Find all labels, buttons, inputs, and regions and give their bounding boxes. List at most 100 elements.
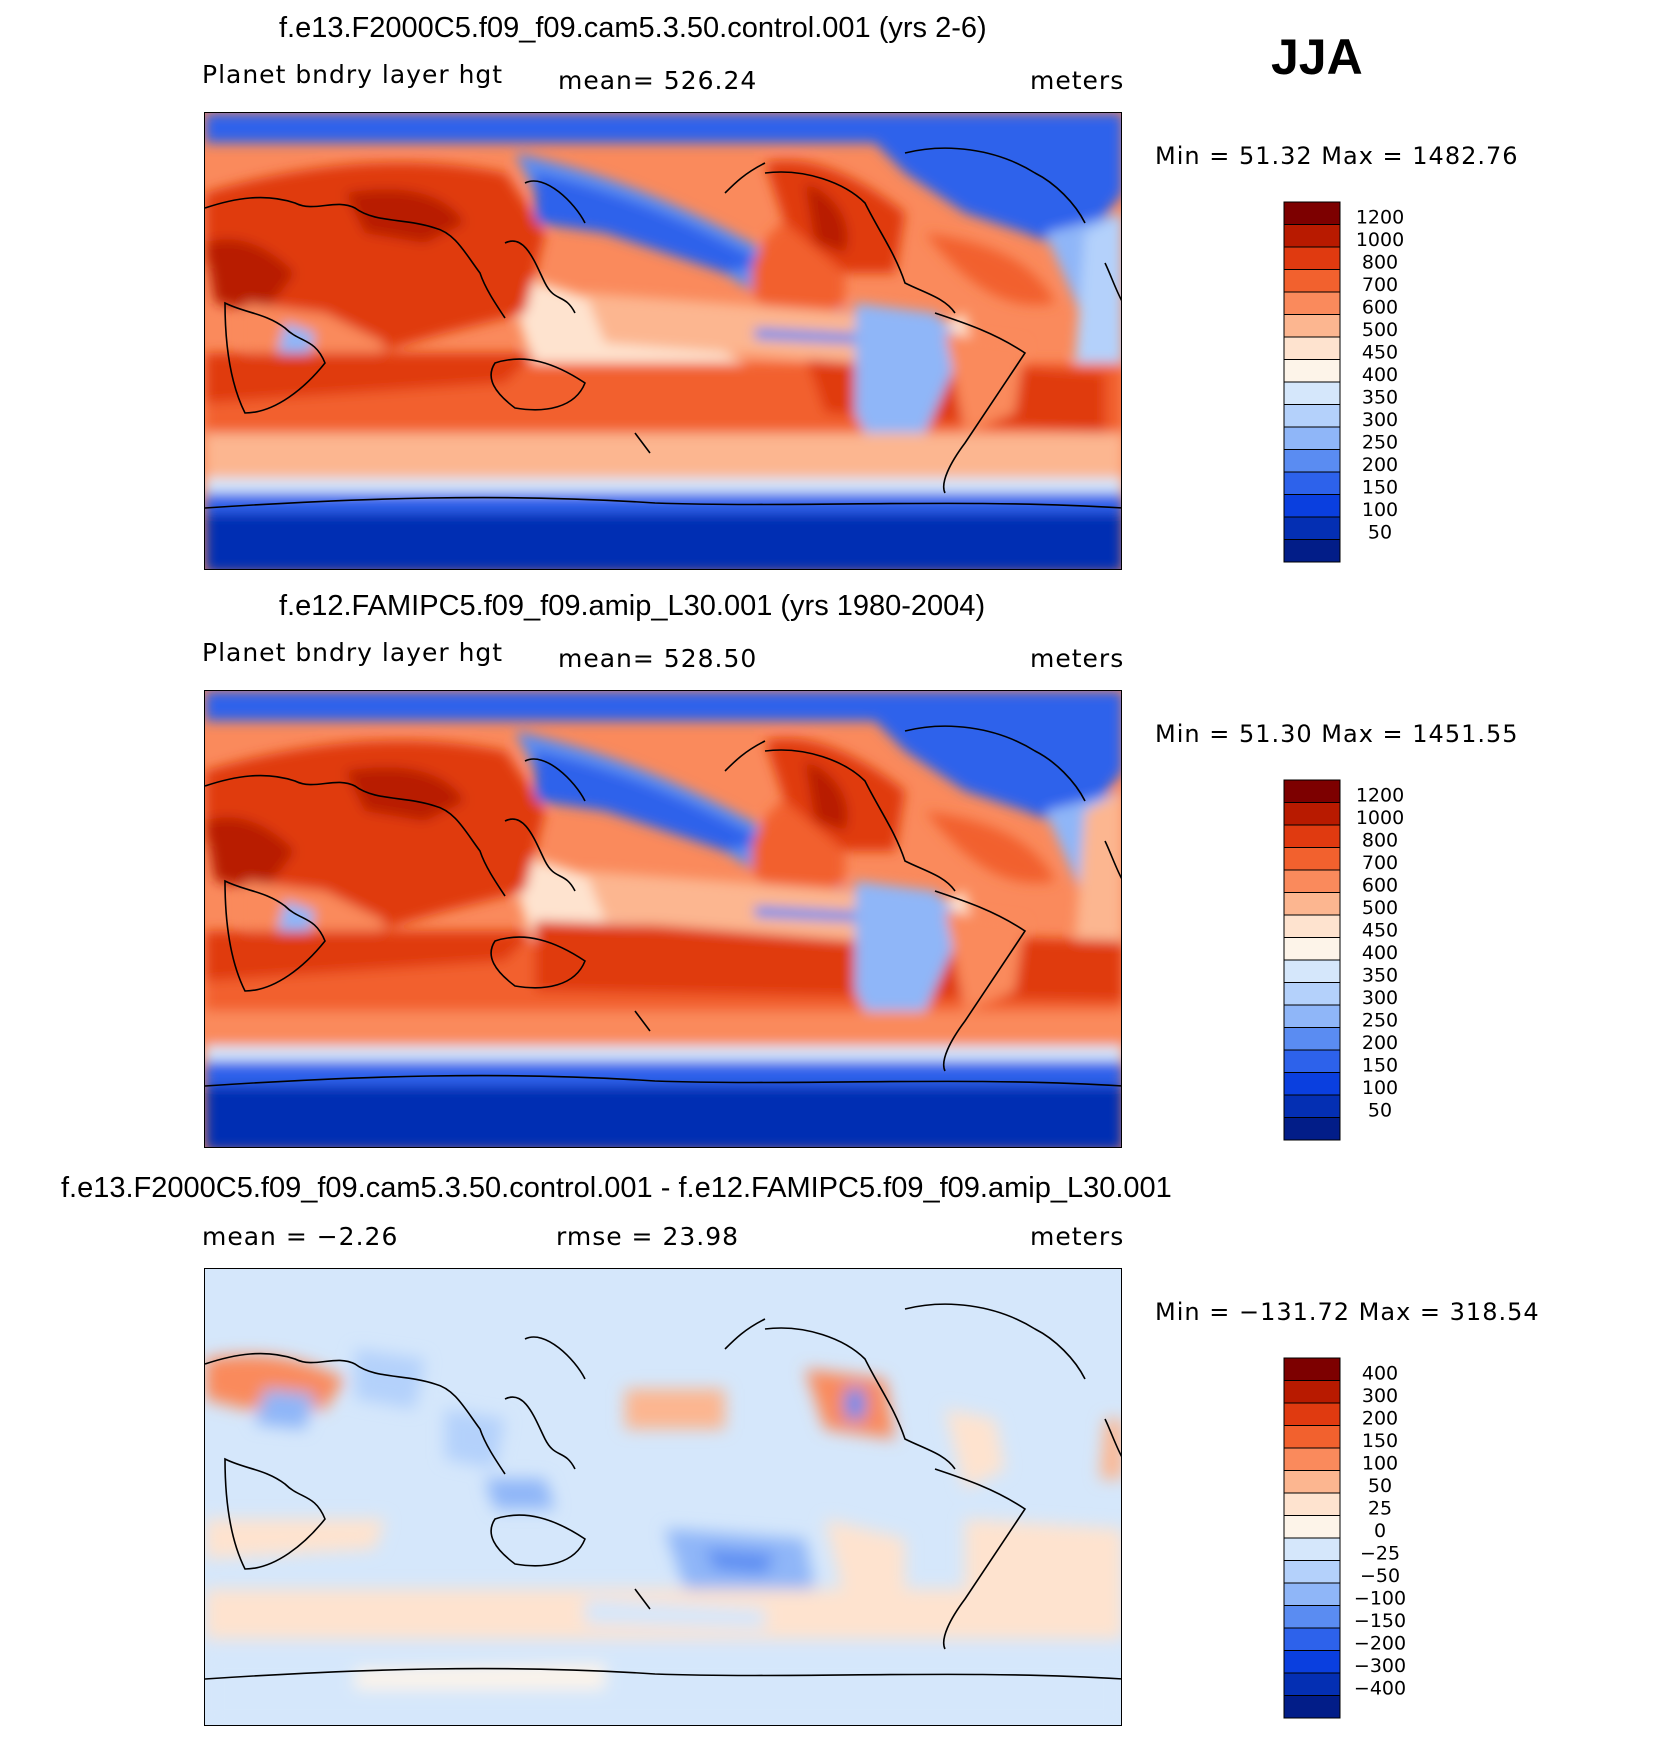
colorbar-tick-label: 50 [1368,521,1392,543]
colorbar-tick-label: 100 [1362,499,1398,521]
colorbar-tick-label: 300 [1362,987,1398,1009]
colorbar-swatch [1283,1049,1341,1073]
colorbar-swatch [1283,892,1341,916]
colorbar-tick-label: 250 [1362,431,1398,453]
colorbar-tick-label: 300 [1362,1385,1398,1407]
colorbar-swatch [1283,824,1341,848]
colorbar-swatch [1283,1027,1341,1051]
colorbar-swatch [1283,449,1341,473]
colorbar-swatch [1283,1425,1341,1449]
colorbar-swatch [1283,1447,1341,1471]
colorbar-tick-label: 150 [1362,476,1398,498]
variable-label: Planet bndry layer hgt [202,638,504,667]
colorbar: 1200 1000 800 700 600 500 450 400 350 300 250 200 15… [1283,201,1404,563]
colorbar-swatch [1283,359,1341,383]
colorbar-swatch [1283,802,1341,826]
units-label: meters [1030,644,1125,673]
colorbar-tick-label: 350 [1362,964,1398,986]
colorbar-tick-label: 350 [1362,386,1398,408]
colorbar-tick-label: 200 [1362,1032,1398,1054]
colorbar-tick-label: 400 [1362,1362,1398,1384]
colorbar-swatch [1283,246,1341,270]
colorbar-swatch [1283,959,1341,983]
colorbar-tick-label: 1000 [1356,229,1404,251]
map-plot [204,1268,1122,1726]
colorbar-tick-label: 300 [1362,409,1398,431]
colorbar-tick-label: 50 [1368,1099,1392,1121]
colorbar-tick-label: 25 [1368,1497,1392,1519]
colorbar-tick-label: 200 [1362,454,1398,476]
map-svg [205,113,1121,569]
colorbar-swatch [1283,1560,1341,1584]
colorbar-tick-label: −50 [1360,1565,1400,1587]
colorbar-swatch [1283,1402,1341,1426]
colorbar-tick-label: −300 [1354,1655,1406,1677]
colorbar-tick-label: 400 [1362,364,1398,386]
colorbar-swatch [1283,1695,1341,1719]
colorbar-tick-label: 1000 [1356,807,1404,829]
season-label: JJA [1271,29,1363,85]
units-label: meters [1030,66,1125,95]
colorbar-swatch [1283,1492,1341,1516]
colorbar-tick-label: 600 [1362,874,1398,896]
colorbar-tick-label: 100 [1362,1077,1398,1099]
min-max-label: Min = 51.30 Max = 1451.55 [1155,720,1519,748]
colorbar-tick-label: 450 [1362,919,1398,941]
map-plot [204,690,1122,1148]
panel-title: f.e13.F2000C5.f09_f09.cam5.3.50.control.… [61,1172,1172,1204]
colorbar-tick-label: 50 [1368,1475,1392,1497]
colorbar: 400 300 200 150 100 50 25 0 −25 −50 −100 −150 −200 −3… [1283,1357,1406,1719]
colorbar-swatch [1283,1357,1341,1381]
colorbar-swatch [1283,291,1341,315]
colorbar-tick-label: 700 [1362,274,1398,296]
colorbar-tick-label: 200 [1362,1407,1398,1429]
colorbar-swatch [1283,1004,1341,1028]
colorbar-swatch [1283,471,1341,495]
colorbar-tick-label: 150 [1362,1430,1398,1452]
colorbar-swatch [1283,269,1341,293]
colorbar-tick-label: 800 [1362,251,1398,273]
colorbar-swatch [1283,201,1341,225]
colorbar-tick-label: 250 [1362,1009,1398,1031]
colorbar-tick-label: −25 [1360,1542,1400,1564]
colorbar-swatch [1283,1605,1341,1629]
units-label: meters [1030,1222,1125,1251]
colorbar-tick-label: 1200 [1356,784,1404,806]
colorbar-tick-label: 700 [1362,852,1398,874]
colorbar-tick-label: 500 [1362,897,1398,919]
colorbar-tick-label: 1200 [1356,206,1404,228]
mean-label: mean= 526.24 [558,66,758,95]
colorbar-swatch [1283,869,1341,893]
colorbar-tick-label: 150 [1362,1054,1398,1076]
map-svg [205,691,1121,1147]
colorbar-tick-label: −100 [1354,1587,1406,1609]
colorbar-swatch [1283,1627,1341,1651]
colorbar-swatch [1283,1537,1341,1561]
mean-label: mean = −2.26 [202,1222,399,1251]
colorbar-swatch [1283,494,1341,518]
mean-label: mean= 528.50 [558,644,758,673]
colorbar-swatch [1283,516,1341,540]
colorbar-tick-label: 450 [1362,341,1398,363]
colorbar-tick-label: 0 [1374,1520,1386,1542]
colorbar-swatch [1283,982,1341,1006]
colorbar-swatch [1283,1650,1341,1674]
colorbar-tick-label: −400 [1354,1677,1406,1699]
min-max-label: Min = 51.32 Max = 1482.76 [1155,142,1519,170]
colorbar-tick-label: 600 [1362,296,1398,318]
colorbar-tick-label: −150 [1354,1610,1406,1632]
colorbar-swatch [1283,224,1341,248]
colorbar-swatch [1283,539,1341,563]
colorbar-swatch [1283,381,1341,405]
colorbar-swatch [1283,1117,1341,1141]
colorbar-tick-label: 100 [1362,1452,1398,1474]
colorbar-swatch [1283,937,1341,961]
colorbar-swatch [1283,1380,1341,1404]
colorbar-swatch [1283,336,1341,360]
map-svg [205,1269,1121,1725]
colorbar-swatch [1283,847,1341,871]
colorbar-swatch [1283,1094,1341,1118]
colorbar-swatch [1283,314,1341,338]
map-plot [204,112,1122,570]
colorbar-swatch [1283,1470,1341,1494]
